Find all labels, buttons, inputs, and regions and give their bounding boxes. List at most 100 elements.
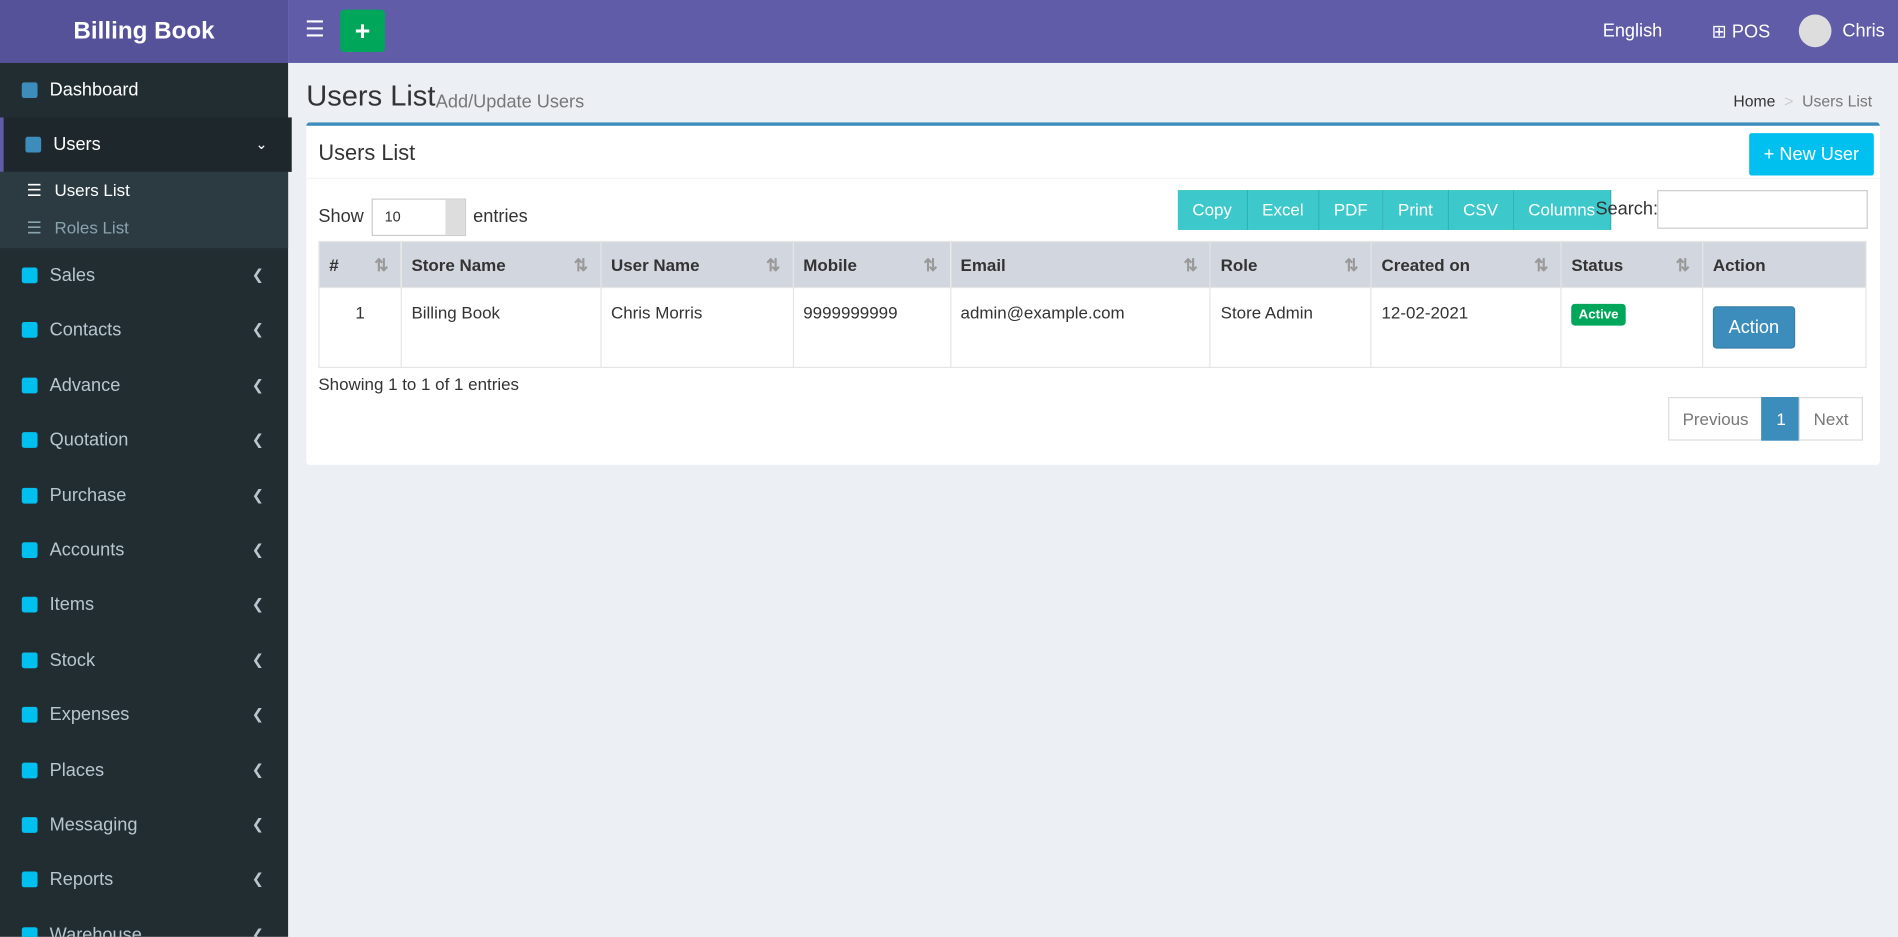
page-size: 10 [384, 208, 401, 226]
page-title: Users List [306, 79, 436, 113]
sort-icon: ⇅ [1183, 254, 1198, 275]
action-button[interactable]: Action [1712, 306, 1795, 349]
export-button[interactable]: Print [1383, 190, 1449, 230]
table-info: Showing 1 to 1 of 1 entries [318, 374, 520, 394]
export-button[interactable]: PDF [1319, 190, 1384, 230]
sort-icon: ⇅ [1675, 254, 1690, 275]
export-button[interactable]: Copy [1177, 190, 1248, 230]
cell-text: 9999999999 [803, 302, 898, 322]
breadcrumb: Home > Users List [1733, 91, 1873, 111]
menu-item[interactable]: ❮ Warehouse [0, 908, 288, 937]
menu-label: Advance [49, 375, 121, 396]
cell-text: 12-02-2021 [1381, 302, 1469, 322]
column-header[interactable]: Mobile ⇅ [792, 240, 951, 289]
cell-text: Store Admin [1220, 302, 1313, 322]
sort-icon: ⇅ [766, 254, 781, 275]
search-input[interactable] [1657, 190, 1868, 229]
menu-label: Reports [49, 869, 114, 891]
menu-toggle[interactable]: ☰ [305, 16, 325, 42]
column-label: Email [960, 254, 1006, 275]
menu-item[interactable]: Dashboard [0, 63, 288, 117]
menu-item[interactable]: ❮ Accounts [0, 523, 288, 577]
sort-icon: ⇅ [923, 254, 938, 275]
menu-label: Stock [49, 649, 96, 671]
menu-label: Places [49, 759, 105, 781]
menu-label: Sales [49, 265, 96, 286]
column-header[interactable]: Store Name ⇅ [400, 240, 602, 289]
menu-item[interactable]: ❮ Contacts [0, 303, 288, 357]
new-user-button[interactable]: + New User [1749, 133, 1874, 176]
submenu-item[interactable]: ☰ Roles List [0, 209, 288, 247]
menu-item[interactable]: ❮ Places [0, 743, 288, 797]
column-label: Status [1571, 254, 1624, 275]
menu-label: Dashboard [49, 79, 139, 101]
menu-item[interactable]: ❮ Purchase [0, 468, 288, 522]
column-label: Store Name [411, 254, 506, 275]
breadcrumb-link[interactable]: Home [1733, 91, 1776, 111]
column-header[interactable]: Status ⇅ [1560, 240, 1704, 289]
cell-text: Chris Morris [610, 302, 703, 322]
pos-label: POS [1731, 21, 1771, 43]
sidebar: Billing Book Dashboard Users ⌄ ☰ Users Lis… [0, 0, 292, 937]
menu-item[interactable]: ❮ Expenses [0, 688, 288, 742]
submenu-label: Users List [54, 180, 130, 200]
column-label: Role [1220, 254, 1258, 275]
menu-item[interactable]: Users ⌄ [0, 117, 292, 172]
pos-link[interactable]: ⊞ POS [1711, 21, 1771, 43]
status-badge: Active [1571, 303, 1626, 326]
user-name[interactable]: Chris [1842, 20, 1885, 42]
menu-item[interactable]: ❮ Reports [0, 853, 288, 907]
menu-item[interactable]: ❮ Messaging [0, 798, 288, 852]
menu-item[interactable]: ❮ Quotation [0, 413, 288, 467]
brand[interactable]: Billing Book [0, 0, 289, 63]
menu-item[interactable]: ❮ Advance [0, 358, 288, 412]
page-subtitle: Add/Update Users [435, 91, 585, 113]
page-button[interactable]: Next [1799, 397, 1864, 441]
column-header[interactable]: Email ⇅ [949, 240, 1211, 289]
table-cell: admin@example.com [949, 286, 1211, 368]
submenu-label: Roles List [54, 217, 129, 238]
column-header[interactable]: Role ⇅ [1209, 240, 1372, 289]
export-button[interactable]: CSV [1448, 190, 1514, 230]
page-size-select[interactable]: 10 [371, 198, 466, 237]
submenu: ☰ Users List ☰ Roles List [0, 171, 289, 249]
menu-label: Accounts [49, 539, 125, 561]
navbar: ☰ + English ⊞ POS Chris [288, 0, 1898, 63]
export-button[interactable]: Columns [1513, 190, 1611, 230]
sort-icon: ⇅ [573, 254, 588, 275]
column-header[interactable]: Created on ⇅ [1370, 240, 1562, 289]
sort-icon: ⇅ [374, 254, 389, 275]
table-cell: Billing Book [400, 286, 602, 368]
column-label: User Name [610, 254, 700, 275]
page-button[interactable]: Previous [1668, 397, 1764, 441]
menu-item[interactable]: ❮ Stock [0, 633, 288, 687]
menu-label: Expenses [49, 704, 130, 726]
menu-item[interactable]: ❮ Items [0, 578, 288, 632]
avatar[interactable] [1798, 14, 1832, 48]
menu-label: Contacts [49, 320, 122, 341]
sort-icon: ⇅ [1534, 254, 1549, 275]
language[interactable]: English [1602, 20, 1663, 42]
column-label: Action [1712, 254, 1766, 275]
show-label: Show [318, 206, 364, 227]
column-label: Mobile [803, 254, 857, 275]
box-title: Users List [318, 140, 416, 165]
table-cell: 12-02-2021 [1370, 286, 1562, 368]
column-header[interactable]: # ⇅ [318, 240, 402, 289]
page-button[interactable]: 1 [1761, 397, 1801, 441]
submenu-item[interactable]: ☰ Users List [0, 172, 288, 210]
add-button[interactable]: + [340, 9, 385, 53]
table-cell: 1 [318, 286, 402, 368]
new-user-label: New User [1779, 144, 1860, 165]
menu-label: Users [53, 134, 101, 155]
table-cell: 9999999999 [792, 286, 951, 368]
search-label: Search: [1595, 198, 1659, 220]
export-button[interactable]: Excel [1247, 190, 1320, 230]
column-header[interactable]: User Name ⇅ [600, 240, 794, 289]
column-header: Action [1701, 240, 1867, 289]
length-control: Show 10 entries [318, 198, 528, 237]
menu-label: Purchase [49, 484, 127, 506]
menu-item[interactable]: ❮ Sales [0, 248, 288, 302]
